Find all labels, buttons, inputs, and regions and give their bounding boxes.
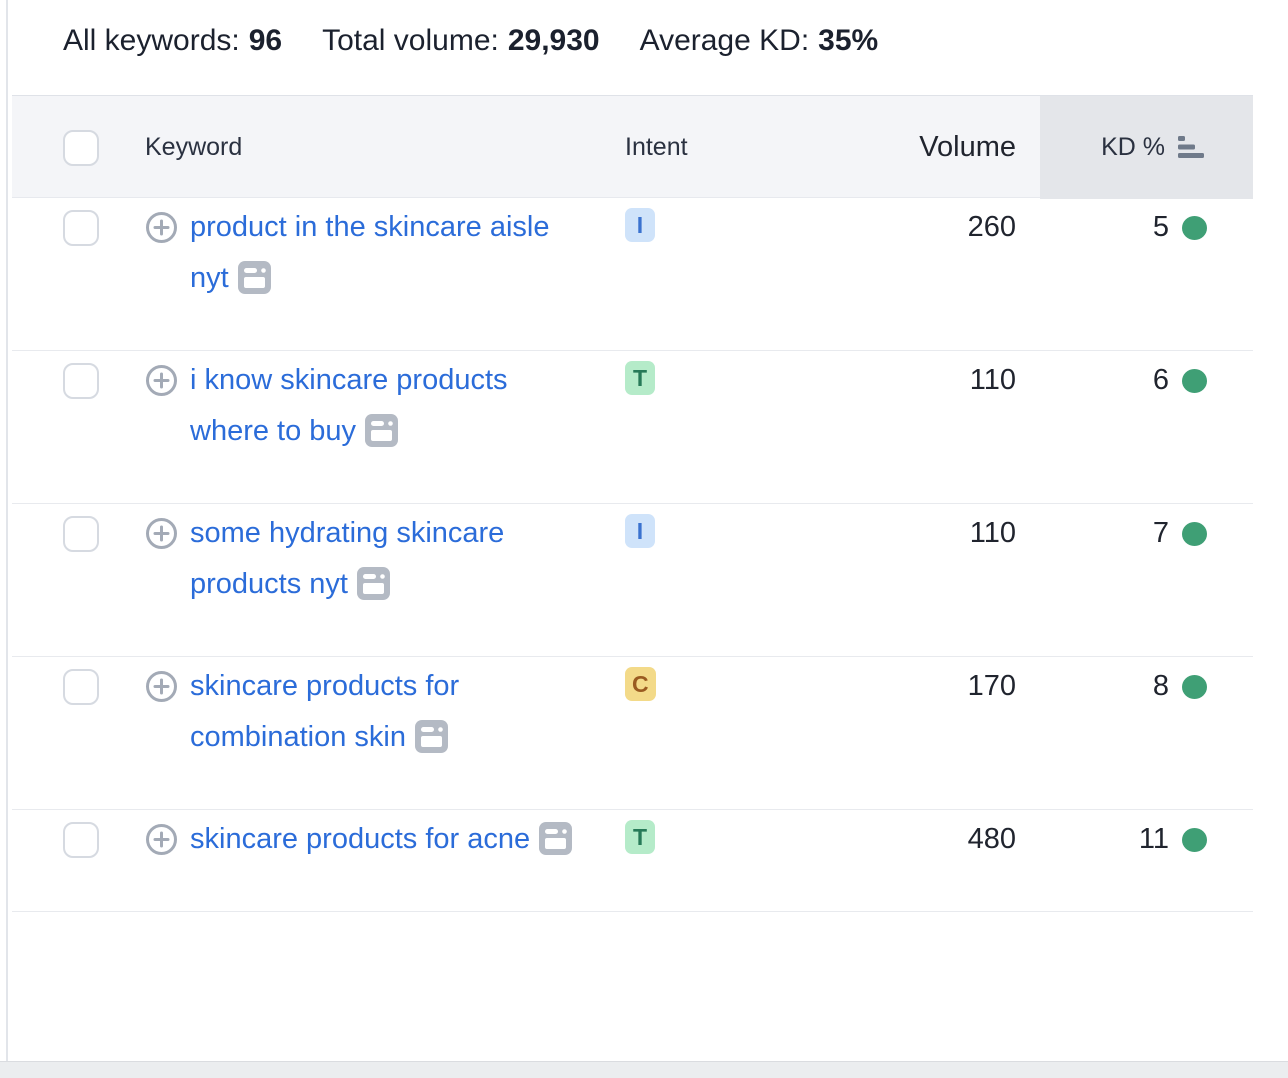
serp-features-icon[interactable] bbox=[365, 414, 399, 447]
all-keywords-label: All keywords: bbox=[63, 24, 240, 57]
average-kd-value: 35% bbox=[818, 24, 879, 57]
table-row: product in the skincare aisle nyt I 260 … bbox=[12, 198, 1253, 351]
table-row: i know skincare products where to buy T … bbox=[12, 351, 1253, 504]
intent-badge: C bbox=[625, 667, 656, 701]
average-kd-stat: Average KD: 35% bbox=[640, 24, 879, 58]
row-checkbox[interactable] bbox=[63, 669, 99, 705]
all-keywords-value: 96 bbox=[248, 24, 283, 57]
header-checkbox-cell bbox=[12, 129, 145, 166]
intent-badge: T bbox=[625, 361, 655, 395]
add-keyword-button[interactable] bbox=[145, 211, 178, 244]
add-keyword-button[interactable] bbox=[145, 823, 178, 856]
plus-circle-icon bbox=[146, 212, 177, 243]
plus-circle-icon bbox=[146, 824, 177, 855]
total-volume-value: 29,930 bbox=[507, 24, 600, 57]
table-row: some hydrating skincare products nyt I 1… bbox=[12, 504, 1253, 657]
volume-value: 110 bbox=[969, 517, 1016, 549]
total-volume-label: Total volume: bbox=[322, 24, 499, 57]
column-header-volume[interactable]: Volume bbox=[919, 131, 1016, 163]
kd-dot bbox=[1182, 827, 1207, 852]
keyword-link[interactable]: skincare products for acne bbox=[190, 823, 531, 855]
table-header-row: Keyword Intent Volume KD % bbox=[12, 95, 1253, 199]
volume-value: 260 bbox=[967, 211, 1016, 243]
panel-left-border bbox=[6, 0, 8, 1078]
table-row: skincare products for combination skin C… bbox=[12, 657, 1253, 810]
keyword-link[interactable]: some hydrating skincare products nyt bbox=[190, 517, 505, 600]
volume-value: 170 bbox=[967, 670, 1016, 702]
all-keywords-stat: All keywords: 96 bbox=[63, 24, 282, 58]
keyword-link[interactable]: skincare products for combination skin bbox=[190, 670, 460, 753]
intent-badge: I bbox=[625, 208, 655, 242]
volume-value: 110 bbox=[969, 364, 1016, 396]
row-checkbox[interactable] bbox=[63, 516, 99, 552]
kd-dot bbox=[1182, 215, 1207, 240]
add-keyword-button[interactable] bbox=[145, 364, 178, 397]
table-row: skincare products for acne T 480 11 bbox=[12, 810, 1253, 912]
summary-bar: All keywords: 96 Total volume: 29,930 Aver… bbox=[0, 0, 1288, 95]
kd-value: 6 bbox=[1152, 364, 1169, 396]
serp-features-icon[interactable] bbox=[237, 261, 271, 294]
serp-features-icon[interactable] bbox=[356, 567, 390, 600]
kd-header-label: KD % bbox=[1101, 133, 1165, 161]
kd-value: 5 bbox=[1152, 211, 1169, 243]
intent-badge: I bbox=[625, 514, 655, 548]
total-volume-stat: Total volume: 29,930 bbox=[322, 24, 600, 58]
column-header-keyword[interactable]: Keyword bbox=[145, 133, 243, 161]
kd-dot bbox=[1182, 674, 1207, 699]
row-checkbox[interactable] bbox=[63, 822, 99, 858]
plus-circle-icon bbox=[146, 365, 177, 396]
keywords-table: Keyword Intent Volume KD % product in th… bbox=[12, 95, 1253, 912]
sort-ascending-icon bbox=[1178, 136, 1204, 158]
row-checkbox[interactable] bbox=[63, 363, 99, 399]
kd-value: 8 bbox=[1152, 670, 1169, 702]
intent-badge: T bbox=[625, 820, 655, 854]
select-all-checkbox[interactable] bbox=[63, 129, 99, 166]
row-checkbox[interactable] bbox=[63, 210, 99, 246]
plus-circle-icon bbox=[146, 671, 177, 702]
keyword-link[interactable]: product in the skincare aisle nyt bbox=[190, 211, 550, 294]
kd-dot bbox=[1182, 521, 1207, 546]
average-kd-label: Average KD: bbox=[639, 24, 810, 57]
horizontal-scrollbar-track[interactable] bbox=[0, 1061, 1288, 1078]
plus-circle-icon bbox=[146, 518, 177, 549]
column-header-intent: Intent bbox=[625, 133, 688, 161]
add-keyword-button[interactable] bbox=[145, 517, 178, 550]
add-keyword-button[interactable] bbox=[145, 670, 178, 703]
kd-value: 7 bbox=[1152, 517, 1169, 549]
serp-features-icon[interactable] bbox=[415, 720, 448, 753]
volume-value: 480 bbox=[967, 823, 1016, 855]
keyword-link[interactable]: i know skincare products where to buy bbox=[190, 364, 508, 447]
column-header-kd[interactable]: KD % bbox=[1040, 96, 1253, 199]
kd-dot bbox=[1182, 368, 1207, 393]
kd-value: 11 bbox=[1138, 823, 1169, 855]
serp-features-icon[interactable] bbox=[539, 822, 573, 855]
